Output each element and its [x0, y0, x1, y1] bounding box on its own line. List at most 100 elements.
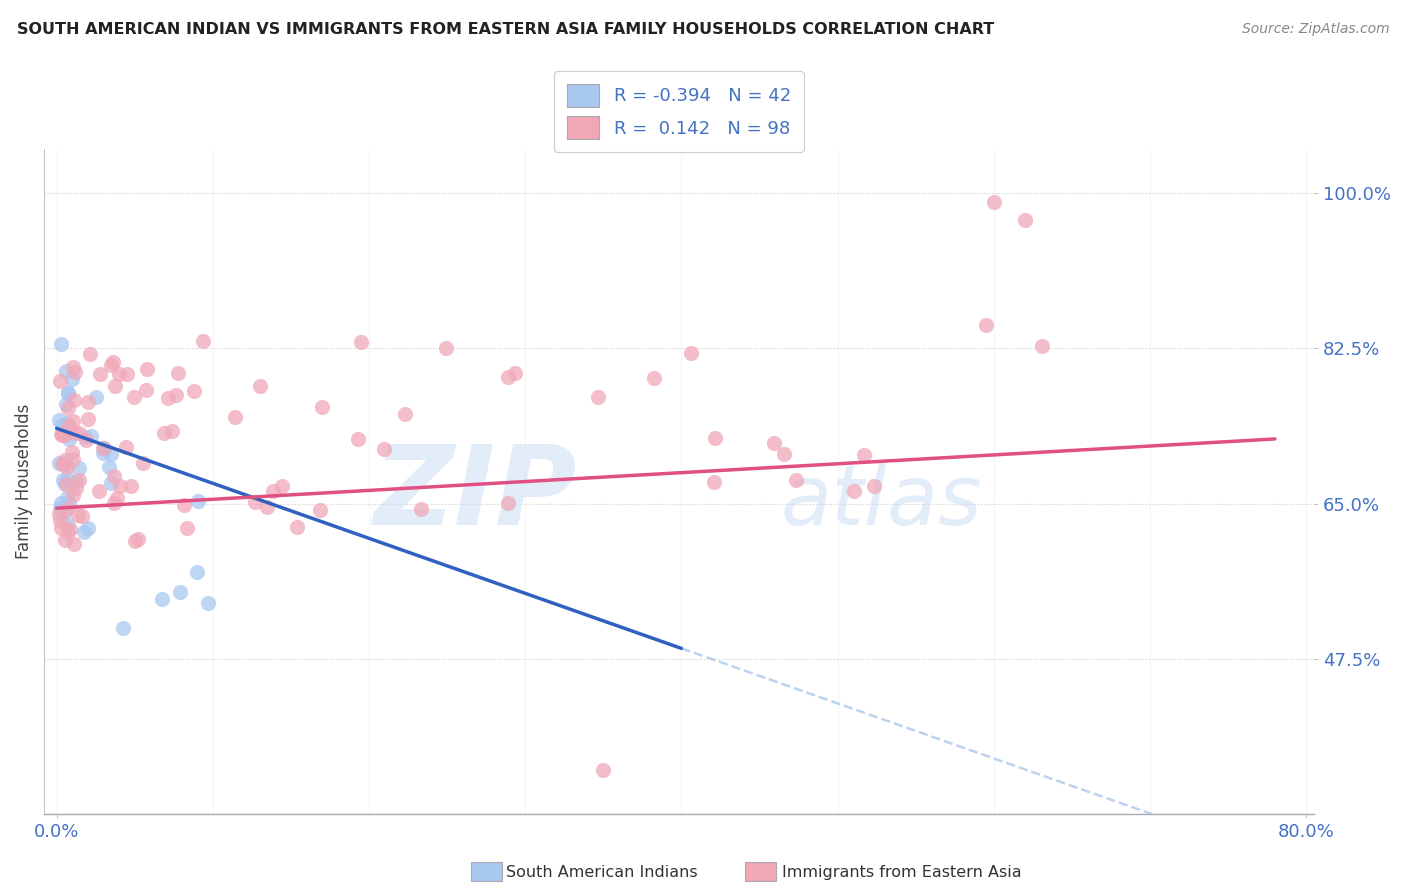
Point: [136, 362, 159, 376]
Point: [55, 396, 77, 410]
Point: [79, 347, 101, 361]
Point: [65, 474, 87, 488]
Point: [58, 418, 80, 433]
Point: [679, 346, 702, 360]
Point: [409, 502, 432, 516]
Point: [132, 456, 155, 470]
Point: [197, 596, 219, 610]
Point: [503, 367, 526, 381]
Point: [56, 524, 79, 539]
Point: [347, 432, 370, 446]
Point: [124, 533, 146, 548]
Point: [67, 508, 90, 522]
Point: [55, 416, 77, 430]
Point: [160, 425, 183, 439]
Point: [87, 484, 110, 499]
Point: [58, 433, 80, 447]
Text: Immigrants from Eastern Asia: Immigrants from Eastern Asia: [782, 865, 1021, 880]
Text: ZIP: ZIP: [374, 442, 578, 549]
Point: [103, 468, 125, 483]
Point: [48, 413, 70, 427]
Point: [103, 355, 125, 369]
Point: [55, 476, 77, 491]
Point: [127, 533, 149, 547]
Point: [703, 431, 725, 445]
Point: [73, 430, 96, 444]
Point: [53, 533, 76, 547]
Point: [249, 379, 271, 393]
Point: [1014, 212, 1036, 227]
Point: [75, 433, 97, 447]
Point: [256, 500, 278, 514]
Text: South American Indians: South American Indians: [506, 865, 697, 880]
Point: [51, 457, 73, 471]
Point: [58, 401, 80, 415]
Point: [52, 457, 75, 471]
Point: [60, 372, 83, 386]
Point: [100, 447, 122, 461]
Point: [311, 400, 333, 414]
Point: [56, 501, 79, 516]
Point: [67, 460, 90, 475]
Point: [763, 436, 786, 450]
Point: [183, 384, 205, 398]
Point: [67, 426, 90, 441]
Point: [394, 407, 416, 421]
Point: [103, 496, 125, 510]
Point: [120, 479, 142, 493]
Point: [1031, 339, 1053, 353]
Point: [773, 447, 796, 461]
Point: [169, 585, 191, 599]
Text: SOUTH AMERICAN INDIAN VS IMMIGRANTS FROM EASTERN ASIA FAMILY HOUSEHOLDS CORRELAT: SOUTH AMERICAN INDIAN VS IMMIGRANTS FROM…: [17, 22, 994, 37]
Point: [62, 488, 84, 502]
Point: [49, 513, 72, 527]
Point: [67, 474, 90, 488]
Point: [785, 473, 807, 487]
Point: [62, 452, 84, 467]
Point: [110, 479, 132, 493]
Point: [55, 457, 77, 471]
Point: [852, 449, 875, 463]
Point: [55, 517, 77, 532]
Point: [117, 367, 139, 381]
Point: [53, 453, 76, 467]
Point: [76, 395, 98, 409]
Point: [150, 592, 173, 607]
Point: [49, 496, 72, 510]
Point: [100, 475, 122, 490]
Point: [271, 478, 294, 492]
Point: [51, 417, 73, 432]
Point: [80, 429, 103, 443]
Text: atlas: atlas: [780, 461, 983, 542]
Point: [496, 370, 519, 384]
Point: [48, 456, 70, 470]
Point: [103, 379, 125, 393]
Point: [122, 390, 145, 404]
Point: [703, 475, 725, 489]
Point: [245, 495, 267, 509]
Point: [56, 385, 79, 400]
Point: [51, 427, 73, 442]
Point: [53, 477, 76, 491]
Point: [51, 337, 73, 351]
Point: [98, 460, 121, 475]
Point: [167, 367, 190, 381]
Point: [77, 521, 100, 535]
Point: [115, 440, 138, 454]
Point: [112, 620, 135, 634]
Point: [72, 524, 94, 539]
Text: Source: ZipAtlas.com: Source: ZipAtlas.com: [1241, 22, 1389, 37]
Point: [55, 459, 77, 474]
Point: [152, 425, 174, 440]
Point: [91, 446, 114, 460]
Point: [52, 473, 75, 487]
Point: [135, 384, 157, 398]
Point: [63, 392, 86, 407]
Point: [285, 520, 308, 534]
Point: [186, 565, 208, 579]
Point: [89, 367, 111, 381]
Point: [173, 498, 195, 512]
Point: [55, 363, 77, 377]
Point: [65, 365, 87, 379]
Point: [53, 427, 76, 442]
